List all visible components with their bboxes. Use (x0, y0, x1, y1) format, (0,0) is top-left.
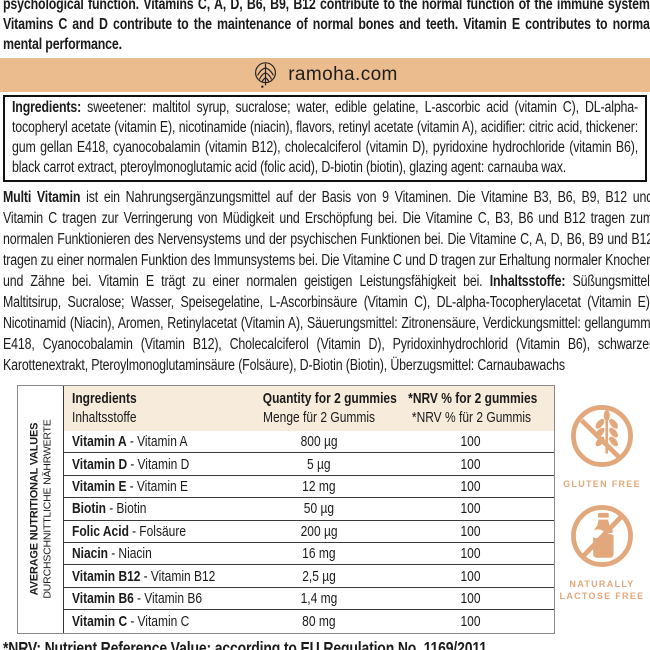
row-ingredient: Vitamin B6- Vitamin B6 (72, 589, 203, 607)
side-label-de: DURCHSCHNITTLICHE NÄHRWERTE (41, 419, 53, 599)
lactose-free-badge: NATURALLY LACTOSE FREE (556, 502, 648, 602)
product-name: Multi Vitamin (3, 189, 81, 206)
row-quantity: 2,5 µg (302, 567, 336, 585)
table-row: Vitamin B12- Vitamin B12 2,5 µg 100 (64, 565, 554, 588)
row-quantity: 800 µg (300, 433, 338, 451)
description-de-body: ist ein Nahrungsergänzungsmittel auf der… (3, 189, 650, 290)
table-row: Folic Acid - Folsäure 200 µg 100 (64, 521, 554, 543)
brand-url: ramoha.com (288, 64, 398, 85)
ingredients-box: Ingredients: sweetener: maltitol syrup, … (3, 95, 647, 182)
certification-badges: GLUTEN FREE NATURALLY LACTOSE FREE (556, 402, 648, 602)
row-quantity: 16 mg (302, 545, 336, 563)
table-row: Vitamin C - Vitamin C 80 mg 100 (64, 610, 554, 632)
row-quantity: 50 µg (303, 500, 335, 518)
table-row: Vitamin D - Vitamin D 5 µg 100 (64, 453, 554, 476)
ingredients-text: sweetener: maltitol syrup, sucralose; wa… (12, 99, 639, 176)
table-row: Vitamin E - Vitamin E 12 mg 100 (64, 476, 554, 499)
nrv-note-en: *NRV: Nutrient Reference Value: accordin… (3, 637, 491, 650)
inhaltsstoffe-label: Inhaltsstoffe: (489, 273, 566, 290)
row-ingredient: Vitamin D - Vitamin D (72, 455, 190, 473)
top-claims-text: psychological function. Vitamins C, A, D… (3, 0, 650, 53)
row-quantity: 80 mg (302, 612, 336, 630)
row-nrv: 100 (460, 433, 482, 451)
description-de: Multi Vitamin ist ein Nahrungsergänzungs… (3, 187, 650, 376)
brand-banner: ramoha.com (0, 58, 650, 92)
row-quantity: 1,4 mg (300, 589, 338, 607)
lactose-free-label: NATURALLY LACTOSE FREE (559, 579, 645, 601)
ingredients-label: Ingredients: (12, 99, 82, 116)
row-nrv: 100 (460, 545, 482, 563)
row-ingredient: Niacin - Niacin (72, 545, 152, 563)
nutrition-table: AVERAGE NUTRITIONAL VALUES DURCHSCHNITTL… (17, 385, 555, 634)
header-quantity: Quantity for 2 gummies Menge für 2 Gummi… (262, 390, 397, 426)
side-label-en: AVERAGE NUTRITIONAL VALUES (28, 422, 40, 596)
row-ingredient: Vitamin C - Vitamin C (72, 612, 190, 630)
row-nrv: 100 (460, 589, 482, 607)
row-ingredient: Vitamin E - Vitamin E (72, 477, 189, 495)
row-nrv: 100 (460, 612, 482, 630)
nrv-footnotes: *NRV: Nutrient Reference Value: accordin… (3, 638, 648, 650)
header-nrv: *NRV % for 2 gummies *NRV % für 2 Gummis (408, 390, 538, 426)
gluten-free-label: GLUTEN FREE (563, 479, 641, 489)
row-ingredient: Biotin - Biotin (72, 500, 147, 518)
table-row: Vitamin B6- Vitamin B6 1,4 mg 100 (64, 588, 554, 611)
row-nrv: 100 (460, 455, 482, 473)
header-ingredients: Ingredients Inhaltsstoffe (72, 390, 137, 426)
inhaltsstoffe-text: Süßungsmittel: Maltitsirup, Sucralose; W… (3, 273, 650, 374)
table-side-label: AVERAGE NUTRITIONAL VALUES DURCHSCHNITTL… (18, 386, 64, 633)
row-ingredient: Folic Acid - Folsäure (72, 522, 186, 540)
wheat-crossed-icon (568, 405, 636, 474)
row-ingredient: Vitamin A - Vitamin A (72, 433, 188, 451)
row-nrv: 100 (460, 477, 482, 495)
leaf-circle-icon (252, 60, 279, 90)
table-header-row: Ingredients Inhaltsstoffe Quantity for 2… (64, 386, 554, 431)
row-nrv: 100 (460, 567, 482, 585)
milk-bottle-crossed-icon (568, 505, 636, 574)
row-quantity: 200 µg (300, 522, 338, 540)
gluten-free-badge: GLUTEN FREE (556, 402, 648, 490)
row-nrv: 100 (460, 522, 482, 540)
table-row: Vitamin A - Vitamin A 800 µg 100 (64, 431, 554, 454)
row-ingredient: Vitamin B12- Vitamin B12 (72, 567, 216, 585)
row-quantity: 12 mg (302, 477, 336, 495)
table-row: Biotin - Biotin 50 µg 100 (64, 498, 554, 521)
row-quantity: 5 µg (307, 455, 331, 473)
table-row: Niacin - Niacin 16 mg 100 (64, 543, 554, 566)
row-nrv: 100 (460, 500, 482, 518)
